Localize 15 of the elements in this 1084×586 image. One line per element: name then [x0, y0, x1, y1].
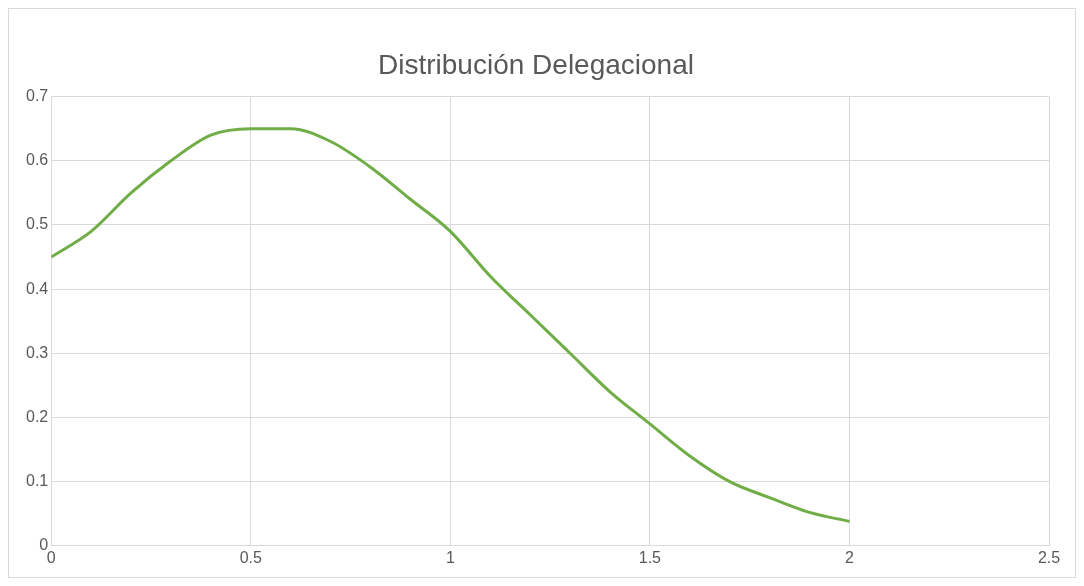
chart-title: Distribución Delegacional [378, 48, 694, 80]
y-tick-label: 0.2 [25, 407, 49, 425]
y-tick-label: 0.3 [25, 343, 49, 361]
y-tick-label: 0.1 [25, 472, 49, 490]
y-tick-label: 0 [39, 536, 49, 554]
line-series [51, 127, 851, 523]
x-tick-label: 0.5 [239, 548, 263, 566]
x-tick-label: 2 [845, 548, 854, 566]
y-tick-label: 0.6 [25, 151, 49, 169]
y-tick-label: 0.7 [25, 87, 49, 105]
y-tick-label: 0.5 [25, 215, 49, 233]
x-tick-label: 1.5 [638, 548, 662, 566]
x-tick-label: 1 [445, 548, 455, 566]
y-tick-label: 0.4 [25, 279, 49, 297]
x-tick-label: 2.5 [1037, 548, 1061, 566]
